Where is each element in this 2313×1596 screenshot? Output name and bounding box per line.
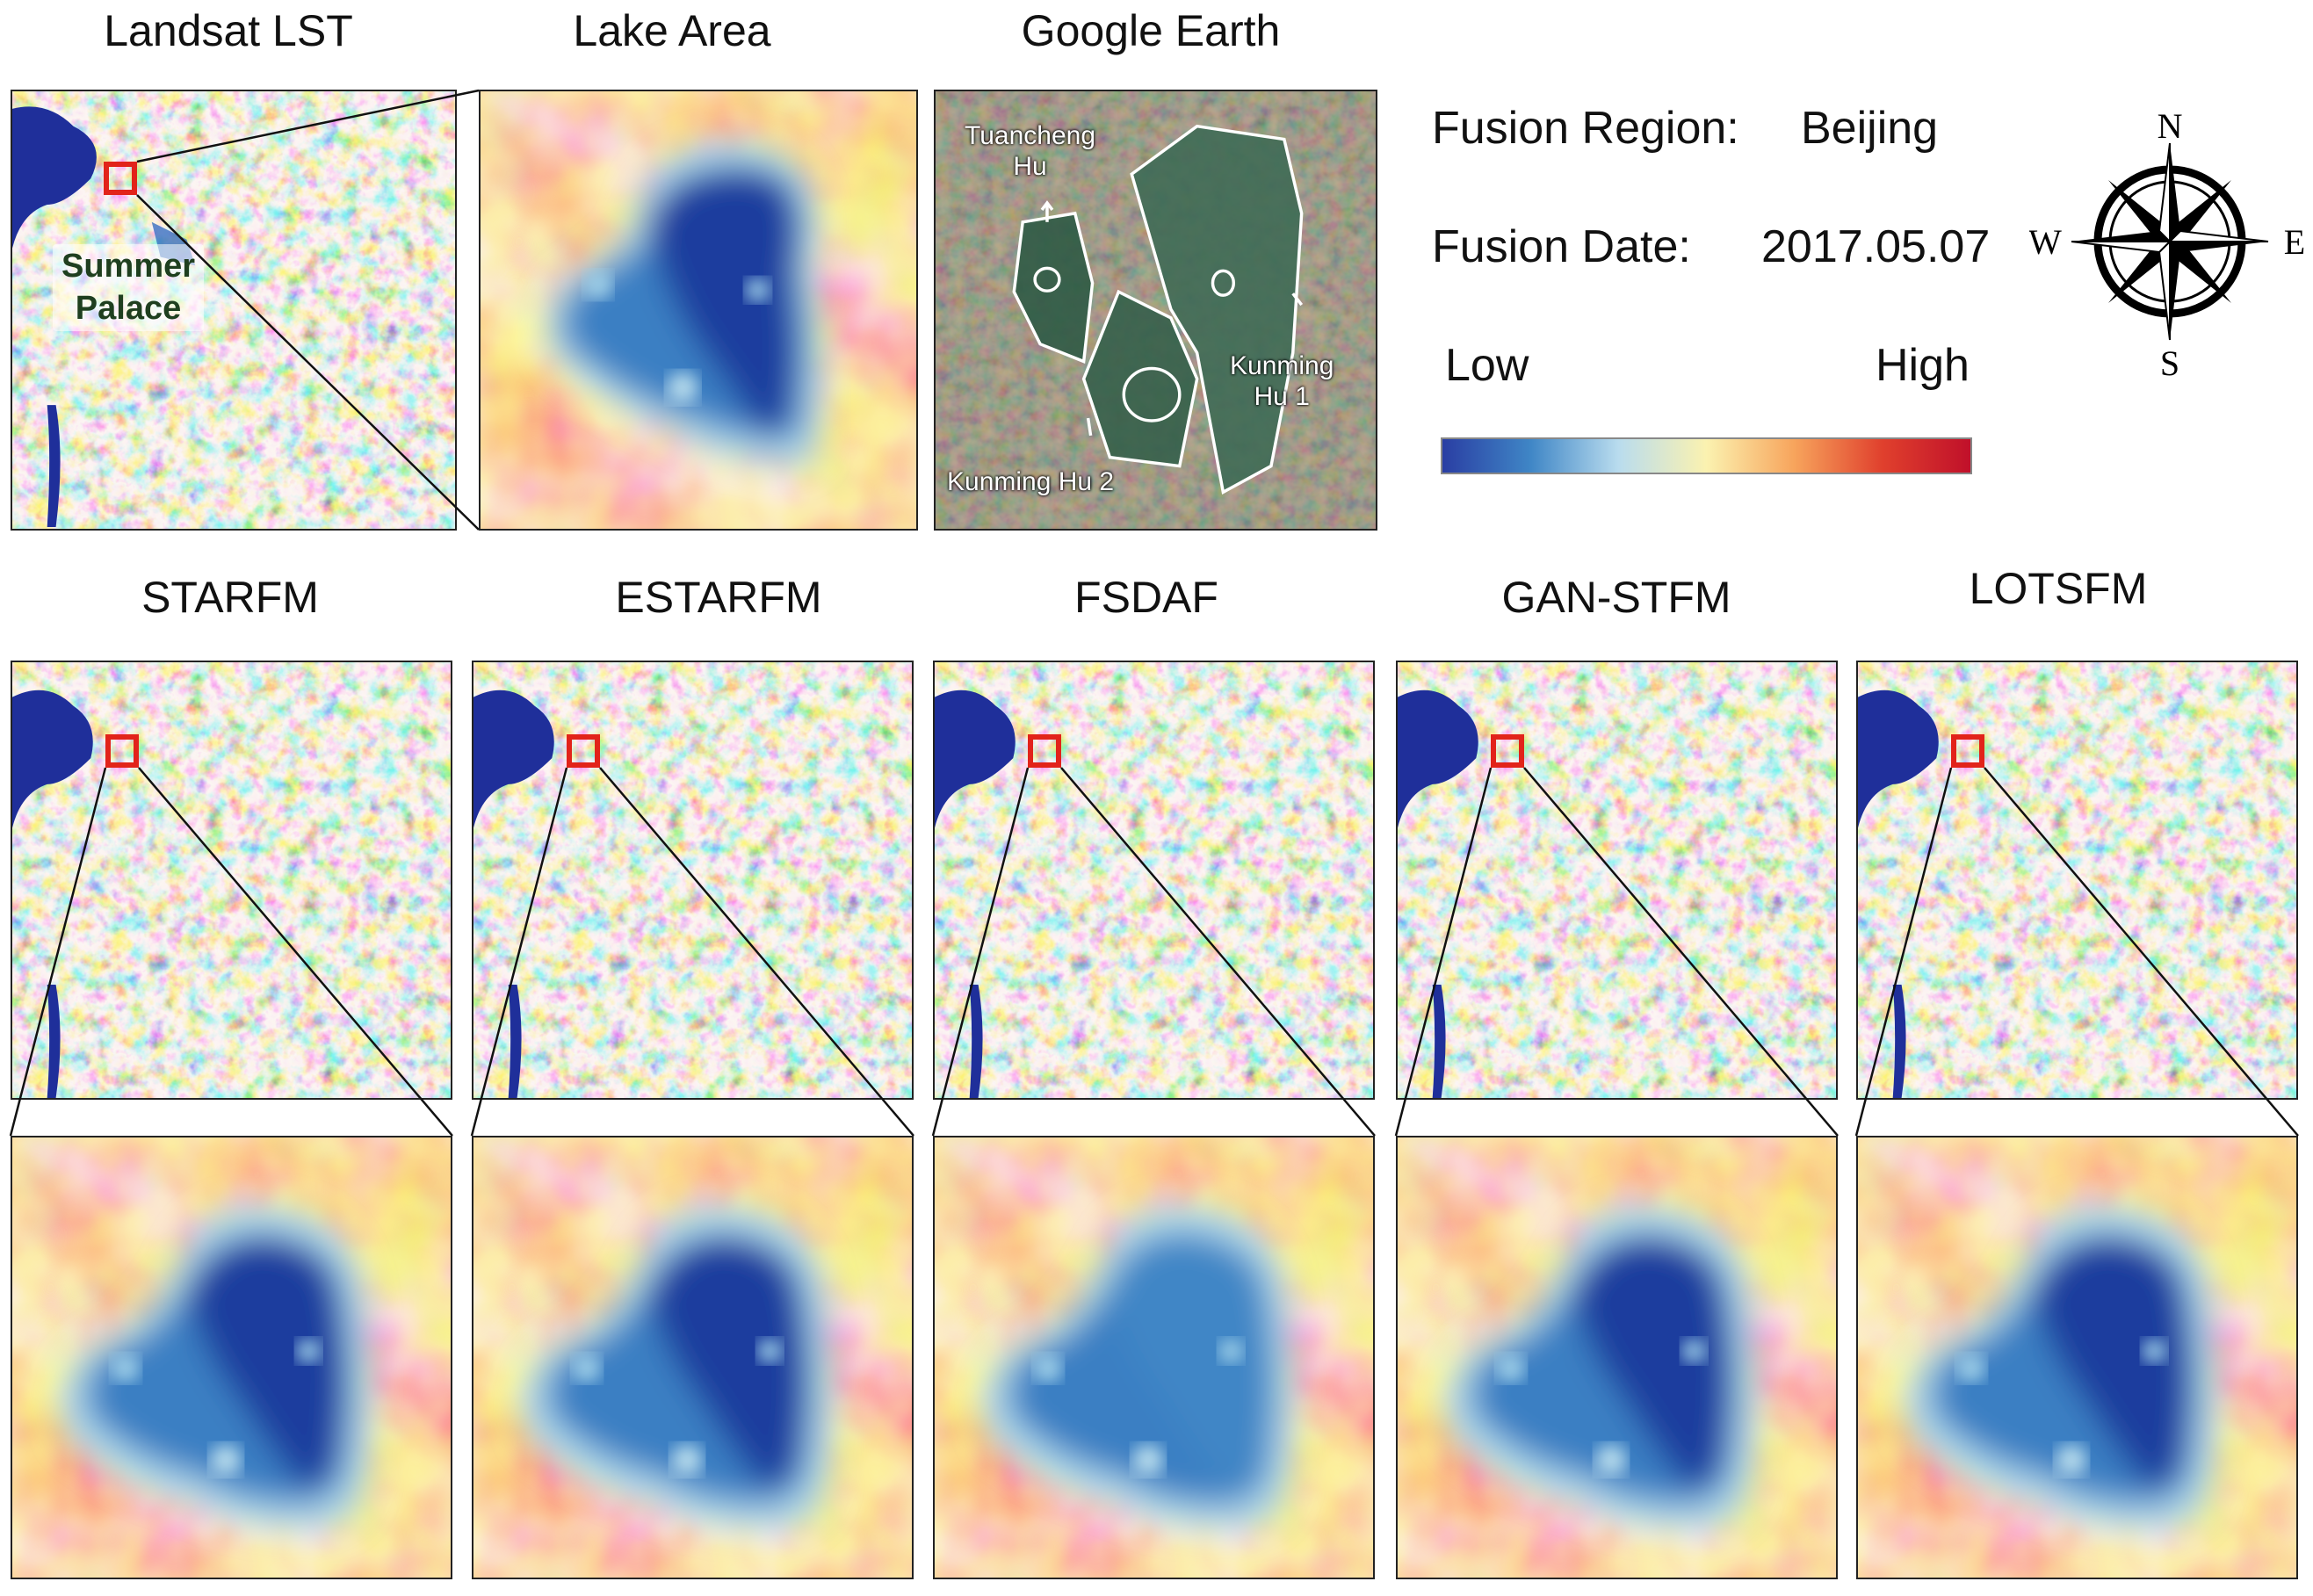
fusion-date-label: Fusion Date: [1432, 221, 1691, 272]
kunming1-line1: Kunming [1230, 351, 1334, 380]
method-map-starfm [11, 661, 452, 1100]
colorbar-low-label: Low [1445, 340, 1529, 391]
connector-right-gan-stfm [1523, 767, 1839, 1137]
method-title-estarfm: ESTARFM [615, 573, 822, 622]
compass-rose-icon: N S E W [2029, 106, 2305, 383]
connector-left-gan-stfm [1394, 767, 1493, 1137]
connector-left-starfm [9, 767, 107, 1137]
method-zoom-gan-stfm [1396, 1136, 1838, 1579]
lake-area-image [479, 90, 918, 531]
connector-left-fsdaf [931, 767, 1030, 1137]
method-map-gan-stfm [1396, 661, 1838, 1100]
colorbar-high-label: High [1876, 340, 1970, 391]
summer-palace-line1: Summer [61, 248, 196, 285]
compass-n: N [2158, 106, 2183, 146]
top-zoom-connectors [136, 89, 480, 531]
fusion-region-label: Fusion Region: [1432, 103, 1739, 154]
compass-w: W [2029, 222, 2062, 262]
method-zoom-box-fsdaf [1028, 734, 1061, 768]
connector-left-estarfm [470, 767, 568, 1137]
tuancheng-hu-label: Tuancheng Hu [965, 121, 1095, 182]
method-zoom-box-lotsfm [1951, 734, 1984, 768]
method-title-gan-stfm: GAN-STFM [1501, 573, 1731, 622]
compass-s: S [2160, 343, 2179, 383]
method-map-fsdaf [933, 661, 1375, 1100]
method-title-starfm: STARFM [141, 573, 319, 622]
summer-palace-label: Summer Palace [53, 244, 205, 331]
connector-right-estarfm [599, 767, 914, 1137]
method-zoom-lotsfm [1856, 1136, 2298, 1579]
google-earth-image [934, 90, 1377, 531]
kunming-hu-2-label: Kunming Hu 2 [947, 467, 1115, 496]
tuancheng-line1: Tuancheng [965, 121, 1096, 150]
connector-right-lotsfm [1984, 767, 2299, 1137]
kunming-hu-1-label: Kunming Hu 1 [1230, 351, 1334, 412]
fusion-date-value: 2017.05.07 [1761, 221, 1991, 272]
method-zoom-starfm [11, 1136, 452, 1579]
method-zoom-box-gan-stfm [1491, 734, 1524, 768]
kunming1-line2: Hu 1 [1254, 381, 1310, 411]
method-zoom-fsdaf [933, 1136, 1375, 1579]
landsat-lst-title: Landsat LST [104, 6, 353, 55]
summer-palace-line2: Palace [75, 289, 182, 327]
landsat-zoom-box [104, 162, 137, 195]
tuancheng-line2: Hu [1013, 151, 1047, 181]
connector-right-starfm [138, 767, 453, 1137]
compass-e: E [2284, 222, 2305, 262]
fusion-region-value: Beijing [1801, 103, 1939, 154]
google-earth-title: Google Earth [1021, 6, 1281, 55]
connector-right-fsdaf [1060, 767, 1376, 1137]
landsat-lst-image [11, 90, 457, 531]
connector-left-lotsfm [1854, 767, 1953, 1137]
method-zoom-box-starfm [105, 734, 139, 768]
lake-area-title: Lake Area [573, 6, 771, 55]
method-title-fsdaf: FSDAF [1074, 573, 1218, 622]
method-map-lotsfm [1856, 661, 2298, 1100]
method-map-estarfm [472, 661, 914, 1100]
method-zoom-box-estarfm [567, 734, 600, 768]
method-zoom-estarfm [472, 1136, 914, 1579]
method-title-lotsfm: LOTSFM [1969, 564, 2148, 613]
colorbar [1441, 437, 1972, 474]
